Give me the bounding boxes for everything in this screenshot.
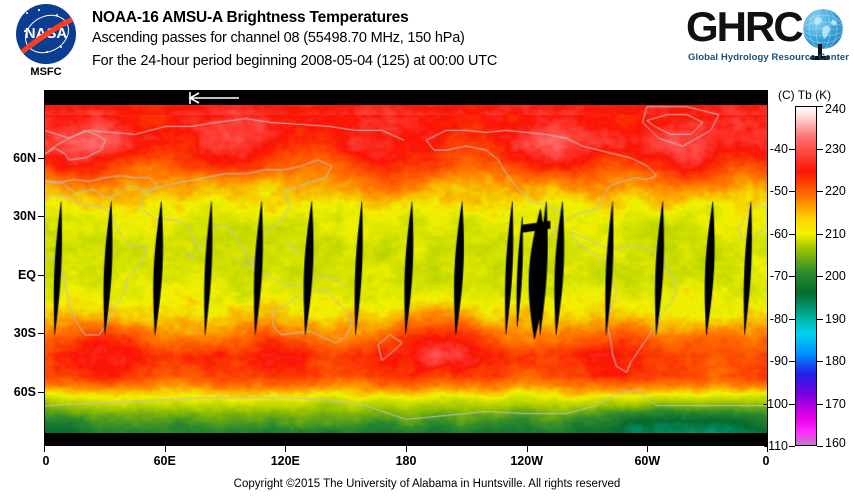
ghrc-subtitle: Global Hydrology Resource Center: [688, 52, 850, 63]
ghrc-acronym: GHRC: [686, 3, 804, 50]
cbar-right-tick-2: 220: [825, 184, 846, 198]
xlabel-60E: 60E: [153, 454, 176, 468]
cbar-right-tick-4: 200: [825, 269, 846, 283]
xlabel-120E: 120E: [270, 454, 300, 468]
map-axes: 60N 30N EQ 30S 60S 0 60E 120E 180 120W 6…: [13, 90, 769, 468]
cbar-right-tick-3: 210: [825, 226, 846, 241]
cbar-left-tick-1: -50: [769, 184, 788, 198]
copyright-notice: Copyright ©2015 The University of Alabam…: [233, 478, 621, 490]
xlabel-60W: 60W: [634, 454, 661, 468]
colorbar-header: (C) Tb (K): [778, 88, 832, 102]
xlabel-180: 180: [395, 454, 417, 468]
title-subtitle-channel: Ascending passes for channel 08 (55498.7…: [92, 30, 465, 46]
nasa-swoosh-icon: [16, 14, 76, 56]
cbar-right-tick-8: 160: [825, 436, 846, 450]
ylabel-EQ: EQ: [17, 267, 36, 282]
cbar-right-tick-5: 190: [825, 311, 846, 326]
cbar-right-tick-1: 230: [825, 141, 846, 156]
title-subtitle-period: For the 24-hour period beginning 2008-05…: [92, 53, 498, 69]
globe-base: [810, 56, 830, 60]
map-top-nodata-bar: [45, 91, 767, 105]
cbar-left-tick-5: -90: [769, 354, 788, 368]
xlabel-360: 0: [762, 454, 770, 468]
cbar-left-tick-2: -60: [769, 226, 788, 241]
cbar-left-tick-7: -110: [763, 439, 788, 453]
xlabel-120W: 120W: [510, 454, 544, 468]
cbar-right-tick-7: 170: [825, 396, 846, 411]
cbar-right-tick-6: 180: [825, 354, 846, 368]
map-bottom-nodata-bar: [45, 433, 767, 445]
ghrc-logo: GHRC Global Hydrology Resource Center: [686, 4, 850, 70]
ylabel-60S: 60S: [13, 384, 36, 399]
globe-icon: [803, 9, 843, 49]
ylabel-30S: 30S: [13, 326, 36, 341]
cbar-left-tick-3: -70: [769, 269, 788, 283]
swath-direction-arrow-icon: [188, 92, 239, 104]
ylabel-60N: 60N: [13, 150, 36, 165]
xlabel-0: 0: [42, 454, 50, 468]
brightness-temperature-map[interactable]: [44, 90, 768, 446]
nasa-meatball-icon: NASA: [16, 4, 76, 64]
colorbar-gradient: [795, 106, 817, 446]
ylabel-30N: 30N: [13, 209, 36, 224]
globe-stand: [818, 44, 822, 58]
colorbar[interactable]: -40 -50 -60 -70 -80 -90 -100 -110 240 23…: [763, 102, 846, 453]
cbar-left-tick-4: -80: [769, 311, 788, 326]
page-title: NOAA-16 AMSU-A Brightness Temperatures: [92, 9, 409, 26]
title-block: NOAA-16 AMSU-A Brightness Temperatures A…: [92, 8, 692, 73]
map-raster: [45, 91, 767, 445]
cbar-left-tick-0: -40: [769, 141, 788, 156]
cbar-right-tick-0: 240: [825, 102, 846, 116]
nasa-center-label: MSFC: [30, 66, 62, 78]
nasa-logo: NASA MSFC: [10, 4, 82, 80]
cbar-left-tick-6: -100: [762, 396, 788, 411]
